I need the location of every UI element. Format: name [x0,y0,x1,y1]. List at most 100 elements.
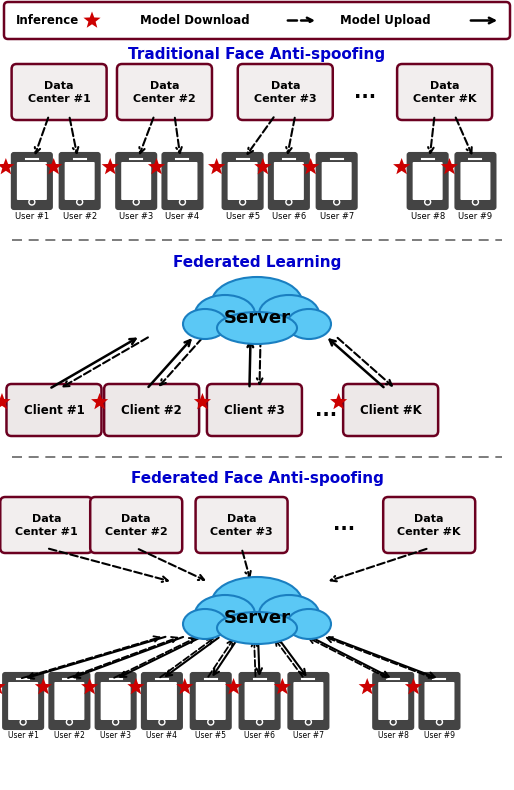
Text: Server: Server [224,609,290,627]
Text: User #9: User #9 [458,212,492,221]
FancyBboxPatch shape [12,64,106,120]
Text: Traditional Face Anti-spoofing: Traditional Face Anti-spoofing [128,47,386,62]
FancyBboxPatch shape [147,682,177,720]
FancyBboxPatch shape [288,673,328,729]
Polygon shape [330,393,347,409]
Text: Center #2: Center #2 [105,527,168,537]
Ellipse shape [287,309,331,339]
Text: Center #K: Center #K [413,94,476,104]
FancyBboxPatch shape [3,673,43,729]
Text: User #6: User #6 [272,212,306,221]
Text: User #8: User #8 [378,731,409,740]
Polygon shape [176,678,193,694]
FancyBboxPatch shape [455,153,495,209]
Text: User #1: User #1 [15,212,49,221]
Text: Data: Data [227,514,256,524]
FancyBboxPatch shape [408,153,448,209]
Text: Center #3: Center #3 [210,527,273,537]
Polygon shape [0,158,14,175]
Polygon shape [225,678,242,694]
Text: User #1: User #1 [8,731,39,740]
FancyBboxPatch shape [101,682,131,720]
Ellipse shape [183,309,227,339]
Text: User #2: User #2 [63,212,97,221]
FancyBboxPatch shape [142,673,182,729]
FancyBboxPatch shape [274,162,304,200]
FancyBboxPatch shape [343,384,438,436]
FancyBboxPatch shape [240,673,280,729]
Text: Data: Data [430,81,460,91]
Polygon shape [208,158,225,175]
FancyBboxPatch shape [373,673,413,729]
Text: Data: Data [150,81,179,91]
FancyBboxPatch shape [49,673,89,729]
Text: ...: ... [354,82,376,101]
Polygon shape [35,678,52,694]
Text: Client #1: Client #1 [24,404,84,416]
Text: User #2: User #2 [54,731,85,740]
Text: Data: Data [270,81,300,91]
FancyBboxPatch shape [245,682,274,720]
Text: User #7: User #7 [293,731,324,740]
Polygon shape [91,393,108,409]
FancyBboxPatch shape [121,162,151,200]
Polygon shape [148,158,165,175]
Text: User #7: User #7 [320,212,354,221]
FancyBboxPatch shape [117,64,212,120]
Text: Client #2: Client #2 [121,404,182,416]
Polygon shape [81,678,98,694]
FancyBboxPatch shape [54,682,84,720]
FancyBboxPatch shape [17,162,47,200]
Text: Data: Data [414,514,444,524]
Text: Model Upload: Model Upload [340,14,431,27]
Ellipse shape [259,595,319,633]
Text: Data: Data [31,514,61,524]
Text: User #8: User #8 [411,212,445,221]
Text: User #3: User #3 [100,731,131,740]
FancyBboxPatch shape [191,673,231,729]
Text: Inference: Inference [16,14,79,27]
Text: User #5: User #5 [195,731,226,740]
Polygon shape [102,158,119,175]
FancyBboxPatch shape [269,153,309,209]
Ellipse shape [259,295,319,333]
Text: User #4: User #4 [146,731,177,740]
Text: Center #K: Center #K [397,527,461,537]
FancyBboxPatch shape [90,497,182,553]
Text: User #3: User #3 [119,212,153,221]
Ellipse shape [183,609,227,639]
Text: Center #3: Center #3 [254,94,317,104]
Polygon shape [127,678,144,694]
Ellipse shape [212,277,302,327]
Text: Client #3: Client #3 [224,404,285,416]
FancyBboxPatch shape [383,497,475,553]
FancyBboxPatch shape [196,497,287,553]
Text: User #9: User #9 [424,731,455,740]
Polygon shape [274,678,291,694]
FancyBboxPatch shape [419,673,460,729]
FancyBboxPatch shape [116,153,156,209]
FancyBboxPatch shape [317,153,357,209]
Ellipse shape [287,609,331,639]
FancyBboxPatch shape [378,682,408,720]
FancyBboxPatch shape [228,162,258,200]
Polygon shape [45,158,62,175]
Text: Data: Data [44,81,74,91]
Text: Client #K: Client #K [360,404,421,416]
FancyBboxPatch shape [223,153,263,209]
Polygon shape [0,678,6,694]
FancyBboxPatch shape [461,162,490,200]
FancyBboxPatch shape [96,673,136,729]
Polygon shape [254,158,271,175]
Text: Center #1: Center #1 [15,527,78,537]
Text: Data: Data [121,514,151,524]
Text: ...: ... [315,401,338,419]
FancyBboxPatch shape [104,384,199,436]
FancyBboxPatch shape [4,2,510,39]
Text: User #6: User #6 [244,731,275,740]
FancyBboxPatch shape [8,682,38,720]
FancyBboxPatch shape [65,162,95,200]
Ellipse shape [195,295,255,333]
Polygon shape [393,158,410,175]
Ellipse shape [195,595,255,633]
